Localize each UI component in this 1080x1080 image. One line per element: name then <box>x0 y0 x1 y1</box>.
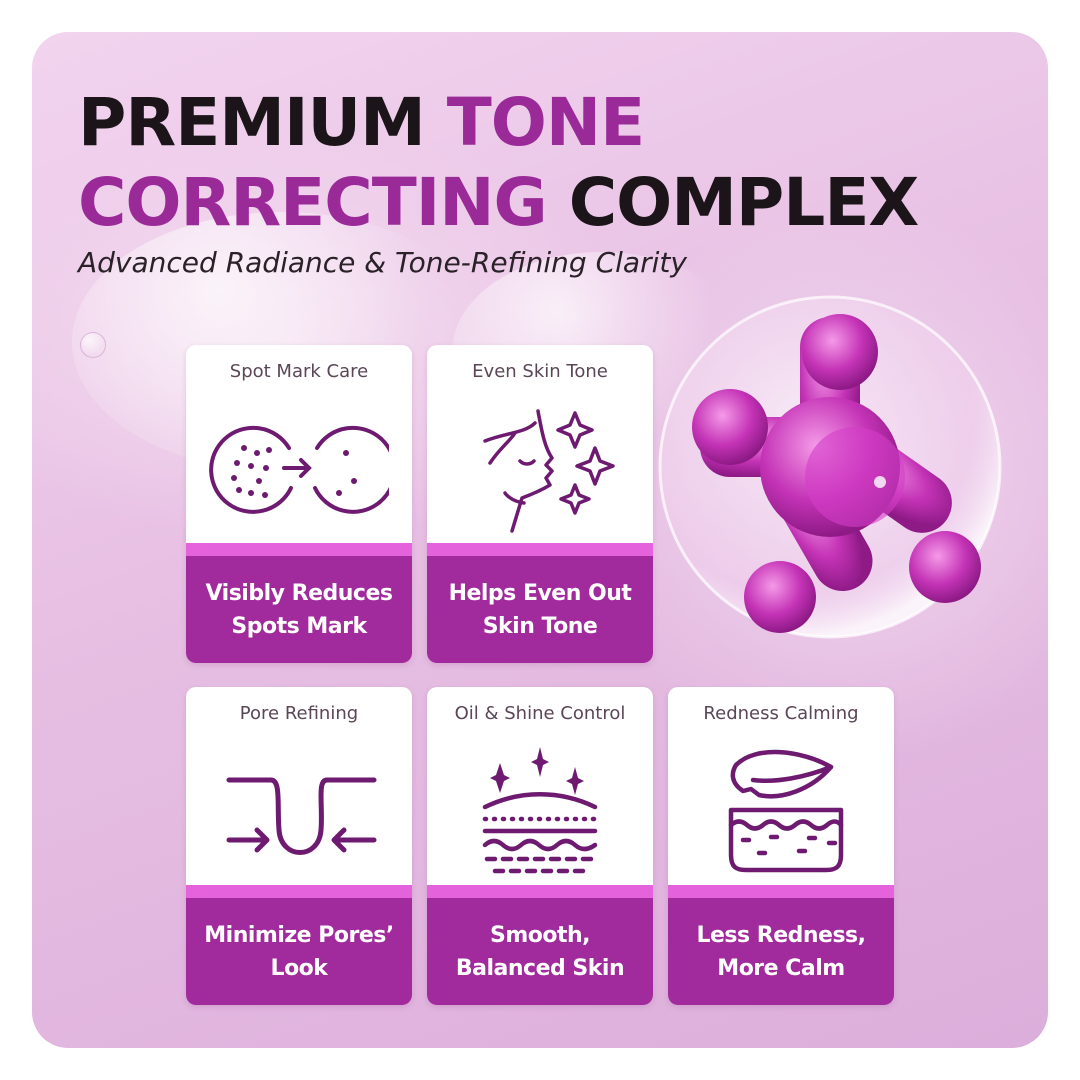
card-benefit: Visibly Reduces Spots Mark <box>186 556 412 663</box>
accent-stripe <box>186 543 412 556</box>
card-benefit: Minimize Pores’ Look <box>186 898 412 1005</box>
product-banner: PREMIUM TONE CORRECTING COMPLEX Advanced… <box>32 32 1048 1048</box>
face-sparkle-icon <box>483 409 615 533</box>
feature-card-oil-control: Oil & Shine Control Smooth, Balanced Ski… <box>427 687 653 1005</box>
accent-stripe <box>427 543 653 556</box>
card-title: Pore Refining <box>239 703 359 724</box>
accent-stripe <box>427 885 653 898</box>
feature-card-pore: Pore Refining Minimize Pores’ Look <box>186 687 412 1005</box>
card-title: Even Skin Tone <box>472 361 608 382</box>
accent-stripe <box>668 885 894 898</box>
pore-tightening-icon <box>226 777 377 855</box>
feature-card-even-tone: Even Skin Tone Helps Even Out Skin Tone <box>427 345 653 663</box>
feature-card-redness: Redness Calming Less Redness, More Calm <box>668 687 894 1005</box>
headline-line-1: PREMIUM TONE <box>78 84 645 161</box>
card-title: Redness Calming <box>703 703 859 724</box>
accent-stripe <box>186 885 412 898</box>
feature-card-spot-mark: Spot Mark Care Visibly Reduces Spots Mar… <box>186 345 412 663</box>
card-benefit: Less Redness, More Calm <box>668 898 894 1005</box>
skin-layers-sparkle-icon <box>482 747 598 874</box>
card-title: Spot Mark Care <box>229 361 369 382</box>
spot-reduction-icon <box>209 425 389 514</box>
card-benefit: Helps Even Out Skin Tone <box>427 556 653 663</box>
card-title: Oil & Shine Control <box>454 703 626 724</box>
card-benefit: Smooth, Balanced Skin <box>427 898 653 1005</box>
subtitle: Advanced Radiance & Tone-Refining Clarit… <box>78 246 687 279</box>
headline-line-2: CORRECTING COMPLEX <box>78 164 919 241</box>
leaf-skin-icon <box>728 749 844 873</box>
droplet <box>80 332 106 358</box>
molecule-illustration <box>658 295 1002 639</box>
